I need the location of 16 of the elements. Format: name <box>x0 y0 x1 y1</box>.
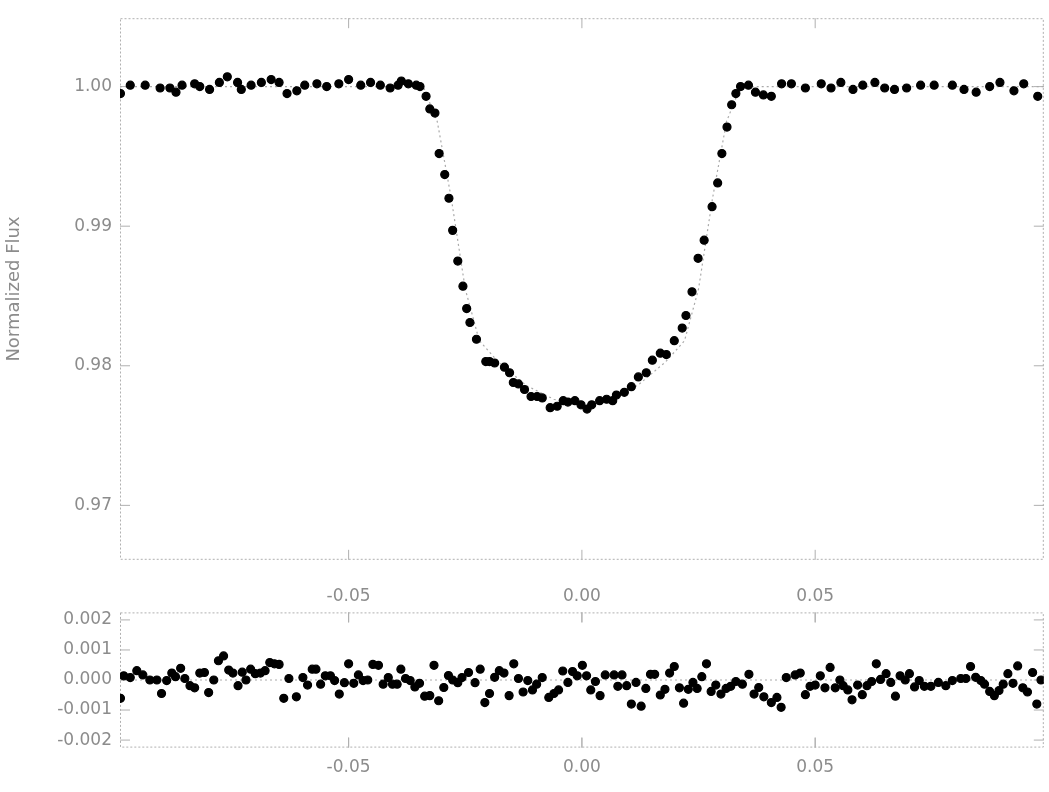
x-tick-label: -0.05 <box>326 584 371 605</box>
y-axis-title: Normalized Flux <box>2 216 24 362</box>
y-tick-label: 0.97 <box>74 493 112 514</box>
y-tick-label: 1.00 <box>74 75 112 96</box>
y-tick-label: 0.98 <box>74 354 112 375</box>
x2-tick-label: -0.05 <box>326 756 371 777</box>
y-tick-label: 0.001 <box>63 638 112 659</box>
x2-tick-label: 0.00 <box>562 756 601 777</box>
y-tick-label: -0.001 <box>57 698 112 719</box>
y-tick-label: 0.002 <box>63 608 112 629</box>
x-tick-label: 0.05 <box>796 584 835 605</box>
y-tick-label: -0.002 <box>57 728 112 749</box>
y-tick-label: 0.99 <box>74 214 112 235</box>
x-tick-label: 0.00 <box>562 584 601 605</box>
y-tick-label: 0.000 <box>63 668 112 689</box>
x2-tick-label: 0.05 <box>796 756 835 777</box>
